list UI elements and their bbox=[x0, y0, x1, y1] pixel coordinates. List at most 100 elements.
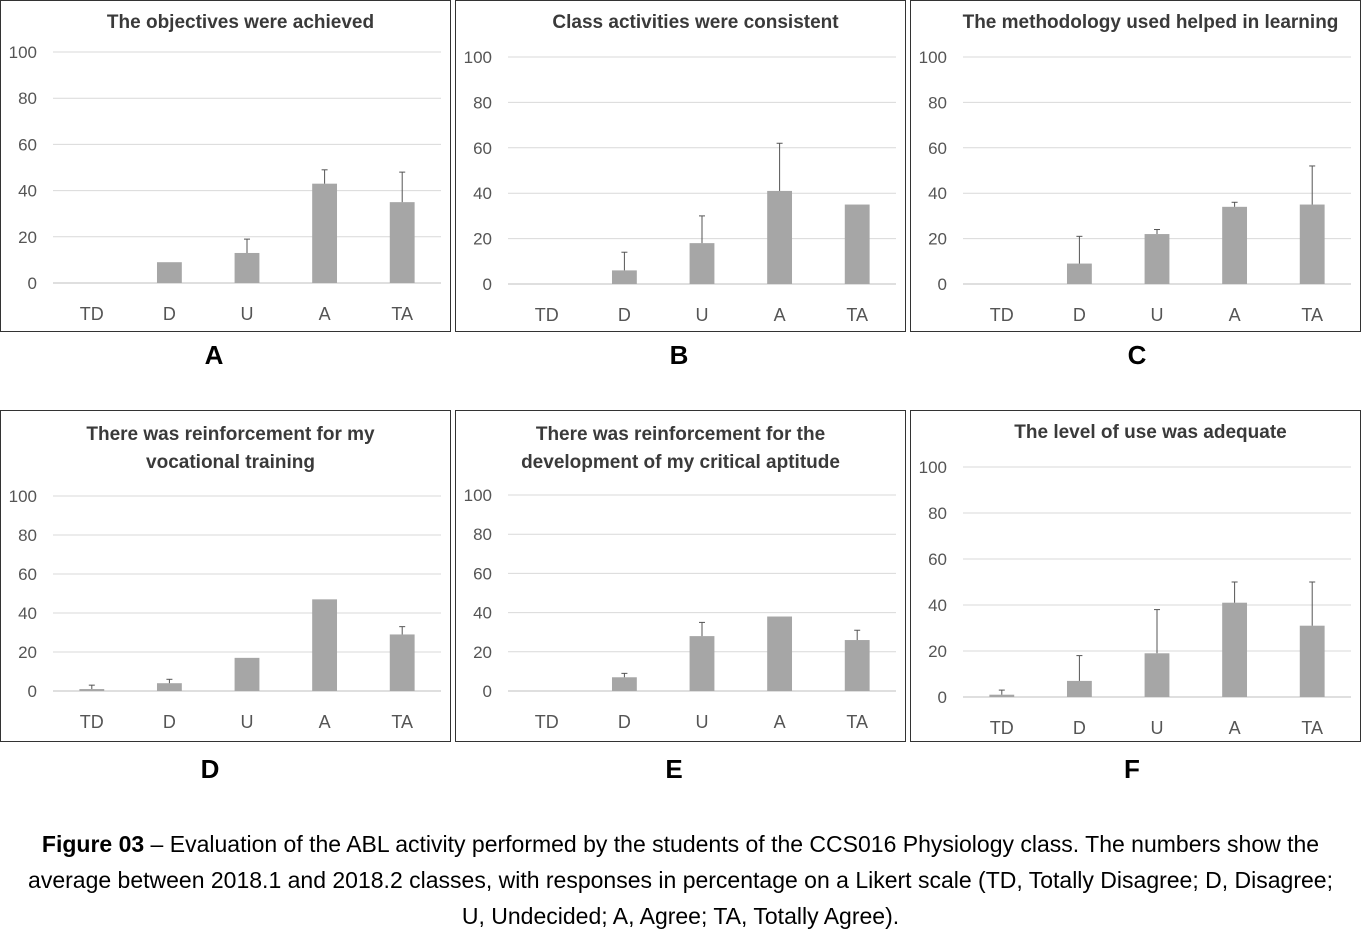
bar-u bbox=[689, 243, 715, 284]
chart-panel-d: There was reinforcement for my vocationa… bbox=[0, 410, 451, 742]
bar-ta bbox=[389, 202, 415, 283]
chart-panel-c: The methodology used helped in learning … bbox=[910, 0, 1361, 332]
bar-u bbox=[689, 636, 715, 691]
chart-title: There was reinforcement for the developm… bbox=[521, 424, 840, 473]
y-tick-label: 20 bbox=[18, 228, 37, 247]
y-tick-label: 60 bbox=[928, 550, 947, 569]
bar-u bbox=[1144, 653, 1170, 697]
chart-plot: 0 20 40 60 80 100 TD D U A TA bbox=[9, 487, 441, 732]
y-tick-label: 40 bbox=[18, 604, 37, 623]
y-tick-label: 80 bbox=[473, 525, 492, 544]
chart-panel-f: The level of use was adequate 0 20 40 60 80 1… bbox=[910, 410, 1361, 742]
y-tick-label: 100 bbox=[464, 486, 492, 505]
chart-title: The level of use was adequate bbox=[1014, 422, 1287, 443]
y-tick-label: 40 bbox=[18, 182, 37, 201]
chart-panel-a: The objectives were achieved 0 20 40 60 80 10… bbox=[0, 0, 451, 332]
bar-a bbox=[767, 616, 793, 691]
x-tick-label: D bbox=[1073, 718, 1086, 738]
panel-letter-d: D bbox=[200, 754, 220, 784]
bar-u bbox=[1144, 234, 1170, 284]
x-tick-label: TA bbox=[391, 304, 413, 324]
bar-d bbox=[156, 683, 182, 691]
x-tick-label: U bbox=[696, 305, 709, 325]
panel-letter-a: A bbox=[204, 340, 224, 370]
chart-panel-e: There was reinforcement for the developm… bbox=[455, 410, 906, 742]
chart-title: There was reinforcement for my vocationa… bbox=[86, 424, 375, 473]
y-tick-label: 100 bbox=[9, 487, 37, 506]
y-tick-label: 40 bbox=[928, 184, 947, 203]
y-tick-label: 40 bbox=[928, 596, 947, 615]
x-tick-label: TD bbox=[990, 305, 1014, 325]
bar-d bbox=[611, 270, 637, 284]
y-tick-label: 60 bbox=[473, 139, 492, 158]
x-tick-label: U bbox=[1151, 718, 1164, 738]
x-tick-label: U bbox=[696, 712, 709, 732]
y-tick-label: 60 bbox=[928, 139, 947, 158]
x-tick-label: A bbox=[774, 305, 786, 325]
panel-letter-b: B bbox=[669, 340, 689, 370]
y-tick-label: 80 bbox=[18, 526, 37, 545]
y-tick-label: 0 bbox=[28, 274, 37, 293]
y-tick-label: 40 bbox=[473, 604, 492, 623]
chart-plot: 0 20 40 60 80 100 TD D U A TA bbox=[464, 48, 896, 325]
chart-title: Class activities were consistent bbox=[552, 12, 839, 33]
x-tick-label: A bbox=[1229, 305, 1241, 325]
bar-d bbox=[156, 262, 182, 283]
bar-td bbox=[79, 689, 105, 691]
bar-d bbox=[1066, 680, 1092, 697]
y-tick-label: 20 bbox=[473, 230, 492, 249]
x-tick-label: D bbox=[618, 712, 631, 732]
x-tick-label: D bbox=[618, 305, 631, 325]
bar-a bbox=[1222, 602, 1248, 697]
x-tick-label: TD bbox=[80, 712, 104, 732]
y-tick-label: 0 bbox=[938, 275, 947, 294]
y-tick-label: 80 bbox=[473, 93, 492, 112]
y-tick-label: 60 bbox=[18, 135, 37, 154]
x-tick-label: A bbox=[1229, 718, 1241, 738]
x-tick-label: TA bbox=[1301, 718, 1323, 738]
chart-panel-b: Class activities were consistent 0 20 40 60… bbox=[455, 0, 906, 332]
y-tick-label: 80 bbox=[928, 504, 947, 523]
bar-ta bbox=[844, 204, 870, 284]
y-tick-label: 100 bbox=[919, 458, 947, 477]
chart-plot: 0 20 40 60 80 100 TD D U A TA bbox=[464, 486, 896, 732]
y-tick-label: 0 bbox=[938, 688, 947, 707]
bar-a bbox=[767, 190, 793, 284]
panel-letter-e: E bbox=[665, 754, 683, 784]
x-tick-label: A bbox=[774, 712, 786, 732]
x-tick-label: U bbox=[241, 712, 254, 732]
y-tick-label: 100 bbox=[919, 48, 947, 67]
bar-u bbox=[234, 252, 260, 283]
bar-a bbox=[312, 599, 338, 691]
y-tick-label: 100 bbox=[464, 48, 492, 67]
bar-a bbox=[1222, 206, 1248, 284]
x-tick-label: TA bbox=[1301, 305, 1323, 325]
panel-letter-c: C bbox=[1127, 340, 1147, 370]
bar-ta bbox=[844, 640, 870, 691]
x-tick-label: U bbox=[241, 304, 254, 324]
y-tick-label: 0 bbox=[28, 682, 37, 701]
x-tick-label: D bbox=[1073, 305, 1086, 325]
x-tick-label: TA bbox=[846, 305, 868, 325]
chart-title: The methodology used helped in learning bbox=[962, 12, 1339, 33]
bar-ta bbox=[1299, 625, 1325, 697]
caption-label: Figure 03 bbox=[41, 831, 145, 857]
y-tick-label: 80 bbox=[18, 89, 37, 108]
figure-caption: Figure 03 – Evaluation of the ABL activi… bbox=[20, 826, 1341, 934]
x-tick-label: D bbox=[163, 304, 176, 324]
y-tick-label: 20 bbox=[928, 230, 947, 249]
bar-a bbox=[312, 183, 338, 283]
bar-d bbox=[611, 677, 637, 691]
y-tick-label: 0 bbox=[483, 682, 492, 701]
x-tick-label: U bbox=[1151, 305, 1164, 325]
x-tick-label: A bbox=[319, 712, 331, 732]
bar-u bbox=[234, 657, 260, 691]
bar-d bbox=[1066, 263, 1092, 284]
chart-plot: 0 20 40 60 80 100 TD D U A TA bbox=[919, 48, 1351, 325]
x-tick-label: D bbox=[163, 712, 176, 732]
x-tick-label: A bbox=[319, 304, 331, 324]
x-tick-label: TD bbox=[535, 712, 559, 732]
y-tick-label: 80 bbox=[928, 93, 947, 112]
panel-letter-f: F bbox=[1124, 754, 1140, 784]
chart-plot: 0 20 40 60 80 100 TD D U A TA bbox=[9, 43, 441, 324]
